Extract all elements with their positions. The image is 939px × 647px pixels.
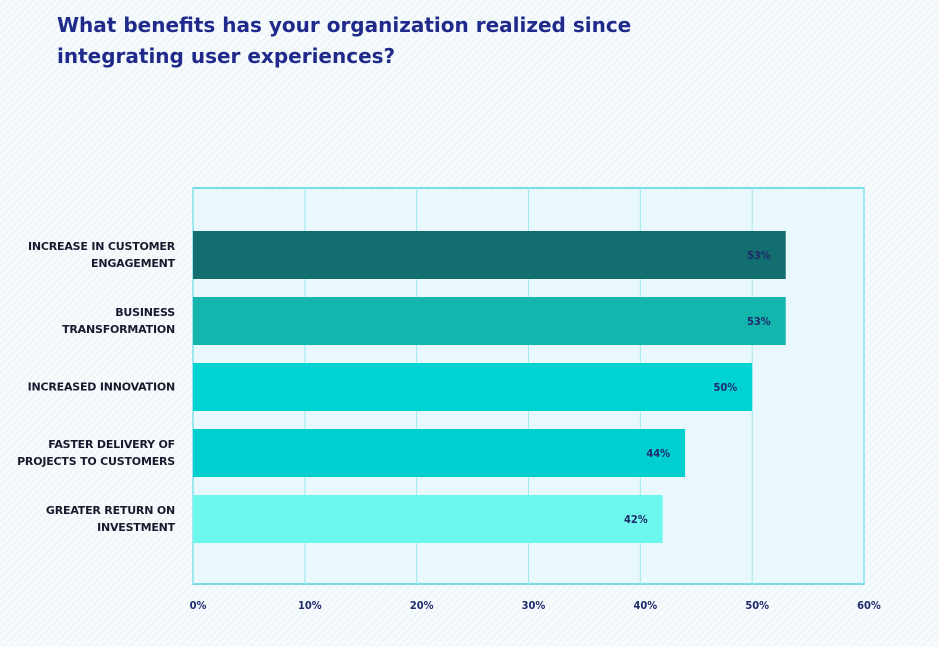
bar: [193, 231, 786, 279]
category-label: FASTER DELIVERY OF PROJECTS TO CUSTOMERS: [17, 438, 175, 468]
x-tick-label: 60%: [857, 599, 881, 612]
x-tick-label: 10%: [298, 599, 322, 612]
x-tick-label: 20%: [410, 599, 434, 612]
x-tick-label: 50%: [745, 599, 769, 612]
x-tick-label: 30%: [522, 599, 546, 612]
bar: [193, 429, 686, 477]
chart-title: What benefits has your organization real…: [57, 13, 632, 68]
bar: [193, 297, 786, 345]
bar: [193, 495, 663, 543]
category-label: INCREASE IN CUSTOMER ENGAGEMENT: [28, 240, 175, 270]
category-label: BUSINESS TRANSFORMATION: [62, 306, 175, 336]
value-label: 44%: [646, 447, 670, 460]
value-label: 42%: [624, 513, 648, 526]
x-tick-label: 40%: [633, 599, 657, 612]
category-label: INCREASED INNOVATION: [27, 380, 176, 394]
category-label: GREATER RETURN ON INVESTMENT: [45, 504, 175, 534]
bar: [193, 363, 753, 411]
value-label: 53%: [747, 249, 771, 262]
value-label: 53%: [747, 315, 771, 328]
value-label: 50%: [713, 381, 737, 394]
x-tick-label: 0%: [190, 599, 207, 612]
